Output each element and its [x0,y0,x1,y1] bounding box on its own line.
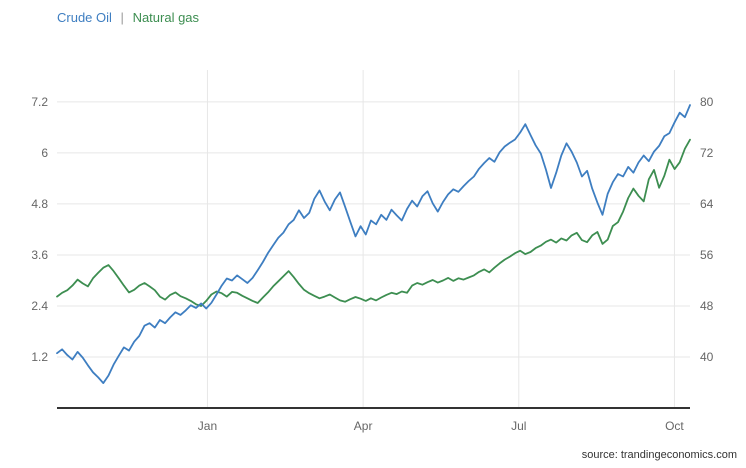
right-axis-tick-label: 40 [700,350,714,364]
left-axis-tick-label: 2.4 [31,299,48,313]
right-axis-tick-label: 56 [700,248,714,262]
series-line-natural-gas [56,138,691,307]
x-axis-tick-label: Oct [665,419,684,433]
x-axis-tick-label: Jan [198,419,217,433]
legend-separator: | [120,10,124,25]
series-line-crude-oil [56,104,691,385]
left-axis-tick-label: 6 [41,146,48,160]
right-axis-tick-label: 80 [700,95,714,109]
left-axis-tick-label: 4.8 [31,197,48,211]
left-axis-tick-label: 1.2 [31,350,48,364]
right-axis-tick-label: 48 [700,299,714,313]
x-axis-tick-label: Apr [354,419,373,433]
legend-item-natural-gas[interactable]: Natural gas [132,10,200,25]
legend-item-crude-oil[interactable]: Crude Oil [57,10,112,25]
chart-legend: Crude Oil | Natural gas [57,10,199,26]
x-axis-tick-label: Jul [511,419,526,433]
right-axis-tick-label: 64 [700,197,714,211]
source-attribution: source: trandingeconomics.com [581,449,737,461]
left-axis-tick-label: 7.2 [31,95,48,109]
right-axis-tick-label: 72 [700,146,714,160]
left-axis-tick-label: 3.6 [31,248,48,262]
